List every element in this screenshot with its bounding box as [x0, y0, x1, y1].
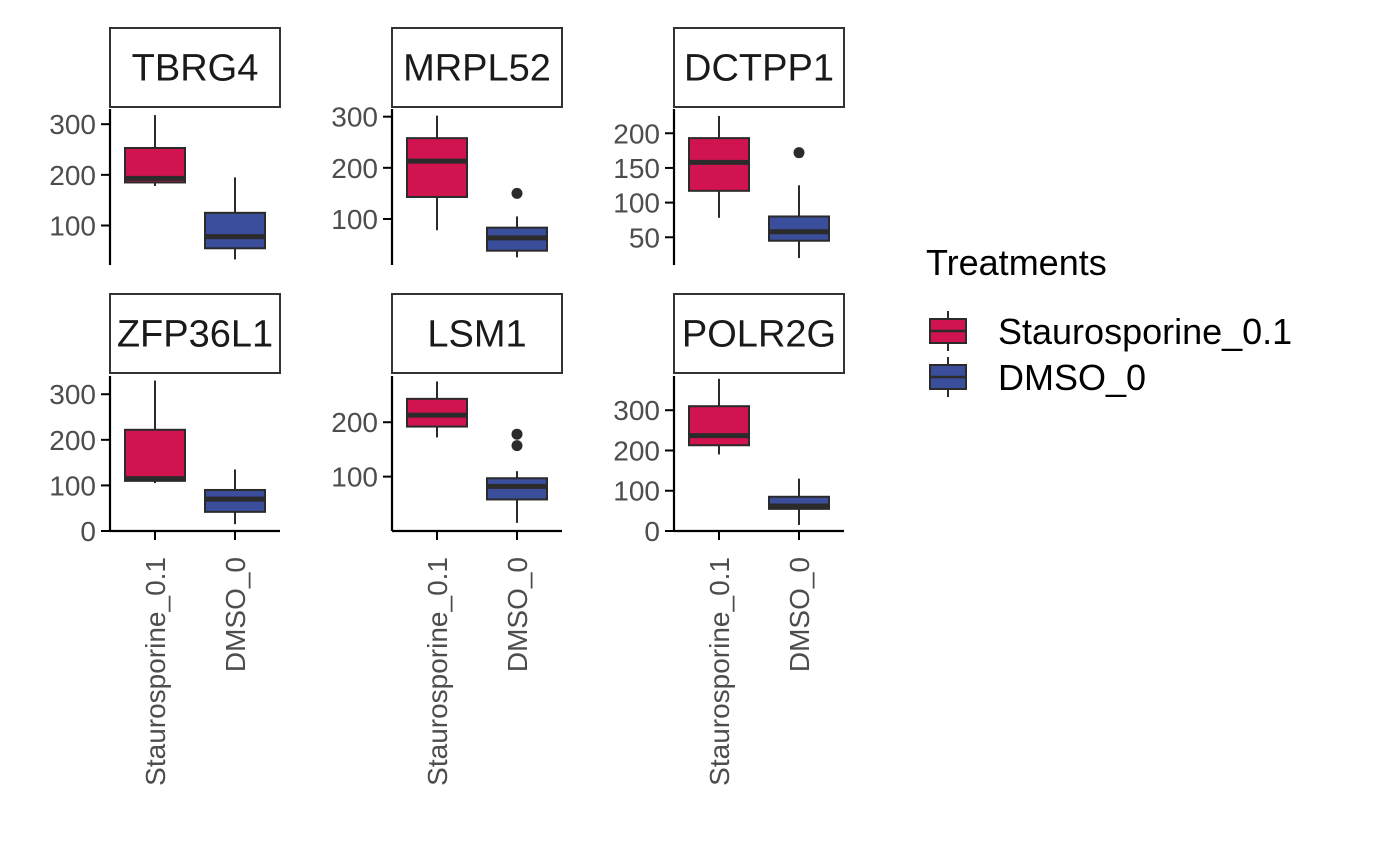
facet-title: DCTPP1	[684, 48, 834, 90]
legend-title: Treatments	[926, 242, 1107, 283]
y-tick-label: 300	[49, 379, 96, 410]
facet-strip	[109, 27, 281, 108]
y-tick-label: 100	[613, 188, 660, 219]
y-tick-label: 200	[331, 153, 378, 184]
box-staurosporine-0-1	[406, 381, 468, 438]
y-tick-label: 200	[49, 425, 96, 456]
y-tick-label: 150	[613, 153, 660, 184]
y-tick-label: 100	[49, 470, 96, 501]
legend-label: DMSO_0	[998, 357, 1146, 398]
y-tick-label: 300	[613, 395, 660, 426]
legend-item-dmso-0: DMSO_0	[929, 357, 1146, 398]
box-iqr	[768, 215, 830, 242]
x-tick-label: DMSO_0	[220, 557, 251, 672]
box-staurosporine-0-1	[688, 378, 750, 455]
y-tick-label: 100	[613, 476, 660, 507]
box-dmso-0	[204, 469, 266, 525]
legend: Treatments Staurosporine_0.1 DMSO_0	[926, 242, 1292, 398]
y-tick-label: 100	[331, 204, 378, 235]
box-staurosporine-0-1	[406, 115, 468, 231]
facet-title: POLR2G	[682, 314, 836, 356]
box-dmso-0	[486, 187, 548, 258]
facet-title: MRPL52	[403, 48, 551, 90]
x-tick-label: DMSO_0	[502, 557, 533, 672]
outlier-point	[511, 440, 523, 452]
y-tick-label: 50	[629, 222, 660, 253]
facet-title: LSM1	[427, 314, 526, 356]
box-iqr	[406, 137, 468, 198]
facet-strip	[109, 293, 281, 374]
y-tick-label: 200	[613, 118, 660, 149]
facet-strip	[391, 293, 563, 374]
x-tick-label: DMSO_0	[784, 557, 815, 672]
y-tick-label: 300	[49, 109, 96, 140]
y-tick-label: 300	[331, 102, 378, 133]
box-dmso-0	[768, 147, 830, 259]
facet-title: TBRG4	[132, 48, 259, 90]
box-iqr	[204, 211, 266, 250]
box-dmso-0	[204, 177, 266, 260]
y-tick-label: 200	[613, 435, 660, 466]
box-iqr	[688, 405, 750, 447]
y-tick-label: 200	[331, 407, 378, 438]
box-dmso-0	[768, 478, 830, 525]
y-tick-label: 0	[80, 516, 96, 547]
outlier-point	[793, 147, 805, 159]
y-tick-label: 0	[644, 516, 660, 547]
x-tick-label: Staurosporine_0.1	[704, 557, 735, 786]
y-tick-label: 200	[49, 160, 96, 191]
legend-item-staurosporine-0-1: Staurosporine_0.1	[929, 311, 1292, 352]
facet-panel-mrpl52: MRPL52 100 200 300	[331, 27, 563, 265]
box-staurosporine-0-1	[124, 380, 186, 484]
outlier-point	[511, 428, 523, 440]
box-dmso-0	[486, 428, 548, 523]
y-tick-label: 100	[331, 462, 378, 493]
legend-label: Staurosporine_0.1	[998, 311, 1292, 352]
facet-strip	[673, 293, 845, 374]
facet-panel-polr2g: POLR2G 0 100 200 300 Staurosporine_0.1 DMSO_0	[613, 293, 845, 786]
facet-panel-zfp36l1: ZFP36L1 0 100 200 300 Staurosporine_0.1 DMSO_0	[49, 293, 281, 786]
x-tick-label: Staurosporine_0.1	[140, 557, 171, 786]
y-tick-label: 100	[49, 210, 96, 241]
outlier-point	[511, 187, 523, 199]
box-staurosporine-0-1	[688, 115, 750, 218]
box-iqr	[124, 428, 186, 482]
facet-strip	[391, 27, 563, 108]
facet-panel-lsm1: LSM1 100 200 Staurosporine_0.1 DMSO_0	[331, 293, 563, 786]
box-staurosporine-0-1	[124, 115, 186, 186]
facet-panel-tbrg4: TBRG4 100 200 300	[49, 27, 281, 265]
facet-title: ZFP36L1	[117, 314, 273, 356]
x-tick-label: Staurosporine_0.1	[422, 557, 453, 786]
facet-strip	[673, 27, 845, 108]
